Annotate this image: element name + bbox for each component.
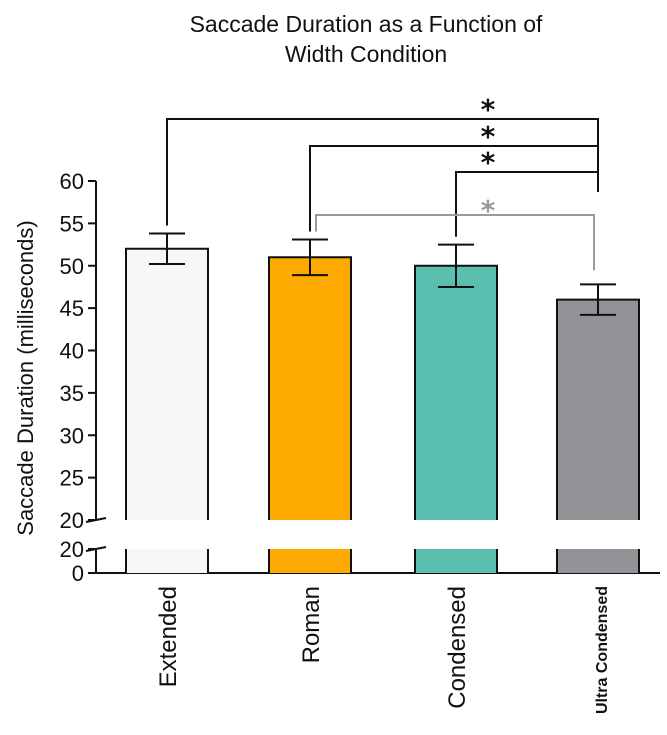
bar-2	[415, 265, 497, 520]
y-tick-label: 25	[60, 466, 84, 491]
bar-lower-1	[269, 549, 351, 573]
y-tick-label: 35	[60, 381, 84, 406]
y-axis-label: Saccade Duration (milliseconds)	[13, 220, 38, 535]
y-tick-label: 20	[60, 537, 84, 562]
significance-bracket	[315, 214, 595, 271]
significance-bracket	[309, 145, 599, 232]
significance-star: *	[481, 194, 496, 227]
y-tick-label: 60	[60, 169, 84, 194]
y-tick-label: 30	[60, 423, 84, 448]
bar-lower-3	[557, 549, 639, 573]
chart-title-line-2: Width Condition	[285, 41, 447, 67]
bar-1	[269, 257, 351, 520]
chart-title-line-1: Saccade Duration as a Function of	[190, 11, 543, 37]
significance-star: *	[481, 93, 496, 126]
significance-star: *	[481, 120, 496, 153]
y-tick-label: 40	[60, 339, 84, 364]
x-tick-label: Ultra Condensed	[594, 586, 611, 714]
y-tick-label: 45	[60, 296, 84, 321]
significance-star: *	[481, 146, 496, 179]
x-tick-label: Extended	[155, 586, 182, 687]
x-tick-label: Roman	[298, 586, 325, 663]
bar-lower-2	[415, 549, 497, 573]
y-tick-label: 55	[60, 211, 84, 236]
significance-bracket	[455, 171, 599, 237]
bar-0	[126, 248, 208, 521]
x-tick-label: Condensed	[444, 586, 471, 709]
y-tick-label: 50	[60, 254, 84, 279]
y-tick-label: 0	[72, 561, 84, 586]
bar-lower-0	[126, 549, 208, 573]
y-tick-label: 20	[60, 508, 84, 533]
bar-3	[557, 299, 639, 520]
